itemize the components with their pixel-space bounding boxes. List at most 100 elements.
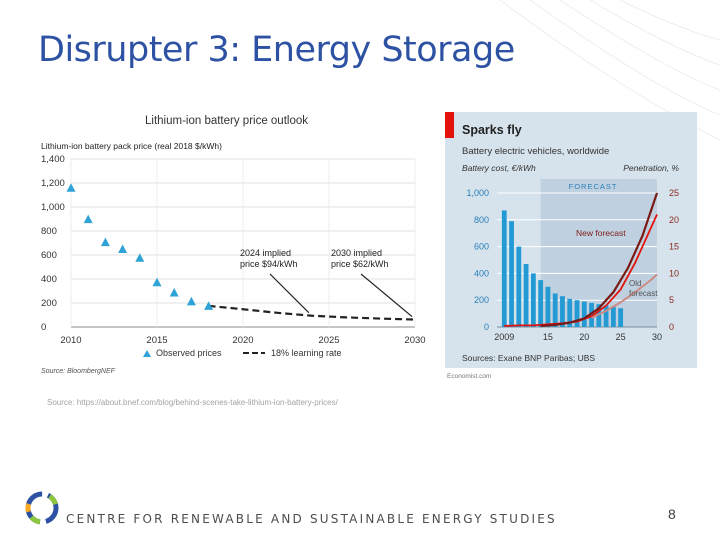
battery-cost-bar bbox=[610, 306, 616, 327]
battery-cost-bar bbox=[501, 210, 507, 327]
chart1-title: Lithium-ion battery price outlook bbox=[145, 115, 308, 127]
x-tick-label: 2010 bbox=[60, 335, 81, 346]
chart2-lines bbox=[504, 192, 659, 328]
battery-cost-bar bbox=[523, 264, 529, 327]
y-tick-label: 200 bbox=[41, 298, 57, 309]
battery-cost-bar bbox=[567, 298, 573, 327]
battery-cost-bar bbox=[530, 273, 536, 327]
chart2-bars bbox=[501, 210, 624, 327]
chart2-forecast-band bbox=[540, 179, 657, 327]
chart1-legend: Observed prices 18% learning rate bbox=[143, 348, 342, 358]
annotation-text: price $62/kWh bbox=[331, 259, 389, 269]
chart2-red-tag bbox=[445, 112, 454, 138]
observed-price-point bbox=[135, 253, 145, 262]
y-right-tick-label: 25 bbox=[669, 188, 679, 198]
chart2-title: Sparks fly bbox=[462, 123, 522, 137]
legend-observed-label: Observed prices bbox=[156, 348, 222, 358]
legend-learning-label: 18% learning rate bbox=[271, 348, 342, 358]
chart2-ylabel-left: Battery cost, €/kWh bbox=[462, 163, 536, 173]
y-left-tick-label: 400 bbox=[474, 268, 489, 278]
chart1-observed-series bbox=[66, 183, 214, 310]
y-left-tick-label: 800 bbox=[474, 215, 489, 225]
x-tick-label: 2020 bbox=[232, 335, 253, 346]
chart1-y-tick-labels: 0 200 400 600 800 1,000 1,200 1,400 bbox=[41, 154, 65, 333]
chart1-x-tick-labels: 2010 2015 2020 2025 2030 bbox=[60, 335, 425, 346]
battery-cost-bar bbox=[574, 300, 580, 327]
chart1-gridlines bbox=[70, 158, 416, 328]
annotation-pointer bbox=[360, 273, 413, 318]
chart2-y-right-ticks: 0 5 10 15 20 25 bbox=[669, 188, 679, 332]
chart1-source: Source: BloombergNEF bbox=[41, 368, 116, 375]
line-new-forecast bbox=[540, 192, 659, 328]
footer-centre-name: CENTRE FOR RENEWABLE AND SUSTAINABLE ENE… bbox=[66, 512, 557, 526]
y-right-tick-label: 20 bbox=[669, 215, 679, 225]
label-new-forecast: New forecast bbox=[576, 228, 626, 238]
x-tick-label: 2025 bbox=[318, 335, 339, 346]
chart2-subtitle: Battery electric vehicles, worldwide bbox=[462, 146, 609, 157]
battery-cost-bar bbox=[603, 305, 609, 327]
observed-price-point bbox=[186, 296, 196, 306]
observed-price-point bbox=[83, 214, 93, 224]
battery-cost-bar bbox=[596, 304, 602, 327]
observed-price-point bbox=[66, 183, 76, 192]
y-left-tick-label: 0 bbox=[484, 322, 489, 332]
chart2-x-ticks: 2009 15 20 25 30 bbox=[494, 332, 662, 342]
battery-cost-bar bbox=[618, 308, 624, 327]
y-left-tick-label: 1,000 bbox=[466, 188, 489, 198]
battery-cost-bar bbox=[560, 296, 565, 327]
x-tick-label: 2009 bbox=[494, 332, 514, 342]
x-tick-label: 2030 bbox=[404, 335, 425, 346]
x-tick-label: 15 bbox=[543, 332, 553, 342]
x-tick-label: 30 bbox=[652, 332, 662, 342]
y-tick-label: 400 bbox=[41, 274, 57, 285]
legend-observed-marker bbox=[143, 350, 151, 357]
battery-cost-bar bbox=[545, 286, 551, 327]
line-old-forecast bbox=[591, 273, 658, 319]
observed-price-point bbox=[118, 244, 128, 253]
x-tick-label: 2015 bbox=[146, 335, 167, 346]
label-old-forecast-1: Old bbox=[629, 279, 641, 288]
chart2-y-left-ticks: 0 200 400 600 800 1,000 bbox=[466, 188, 489, 332]
chart1-learning-rate-series bbox=[208, 304, 416, 321]
chart2-forecast-label: FORECAST bbox=[569, 182, 618, 191]
chart2-ylabel-right: Penetration, % bbox=[623, 163, 679, 173]
observed-price-point bbox=[204, 301, 214, 310]
annotation-text: 2024 implied bbox=[240, 248, 291, 258]
economist-sparks-fly-chart: Sparks fly Battery electric vehicles, wo… bbox=[445, 112, 697, 380]
y-left-tick-label: 200 bbox=[474, 295, 489, 305]
battery-cost-bar bbox=[516, 246, 522, 327]
page-number: 8 bbox=[668, 506, 676, 522]
battery-cost-bar bbox=[589, 302, 594, 327]
y-tick-label: 1,400 bbox=[41, 154, 65, 165]
y-right-tick-label: 10 bbox=[669, 268, 679, 278]
chart1-ylabel: Lithium-ion battery pack price (real 201… bbox=[41, 141, 222, 151]
cress-logo-icon bbox=[25, 491, 59, 525]
battery-cost-bar bbox=[509, 221, 514, 327]
x-tick-label: 25 bbox=[616, 332, 626, 342]
source-note: Source: https://about.bnef.com/blog/behi… bbox=[47, 398, 338, 407]
y-tick-label: 800 bbox=[41, 226, 57, 237]
y-tick-label: 1,200 bbox=[41, 178, 65, 189]
y-tick-label: 1,000 bbox=[41, 202, 65, 213]
y-right-tick-label: 0 bbox=[669, 322, 674, 332]
annotation-text: 2030 implied bbox=[331, 248, 382, 258]
y-right-tick-label: 5 bbox=[669, 295, 674, 305]
learning-rate-line bbox=[208, 304, 416, 321]
chart2-credit: Economist.com bbox=[447, 373, 491, 380]
annotation-pointer bbox=[269, 273, 310, 314]
x-tick-label: 20 bbox=[579, 332, 589, 342]
bnef-price-outlook-chart: Lithium-ion battery price outlook Lithiu… bbox=[41, 115, 426, 375]
slide-title: Disrupter 3: Energy Storage bbox=[38, 30, 515, 70]
y-tick-label: 600 bbox=[41, 250, 57, 261]
y-tick-label: 0 bbox=[41, 322, 46, 333]
y-left-tick-label: 600 bbox=[474, 242, 489, 252]
battery-cost-bar bbox=[581, 301, 587, 327]
annotation-text: price $94/kWh bbox=[240, 259, 298, 269]
y-right-tick-label: 15 bbox=[669, 242, 679, 252]
battery-cost-bar bbox=[552, 293, 558, 327]
observed-price-point bbox=[100, 237, 110, 247]
label-old-forecast-2: forecast bbox=[629, 289, 658, 298]
chart2-source: Sources: Exane BNP Paribas; UBS bbox=[462, 353, 595, 363]
observed-price-point bbox=[169, 287, 179, 297]
